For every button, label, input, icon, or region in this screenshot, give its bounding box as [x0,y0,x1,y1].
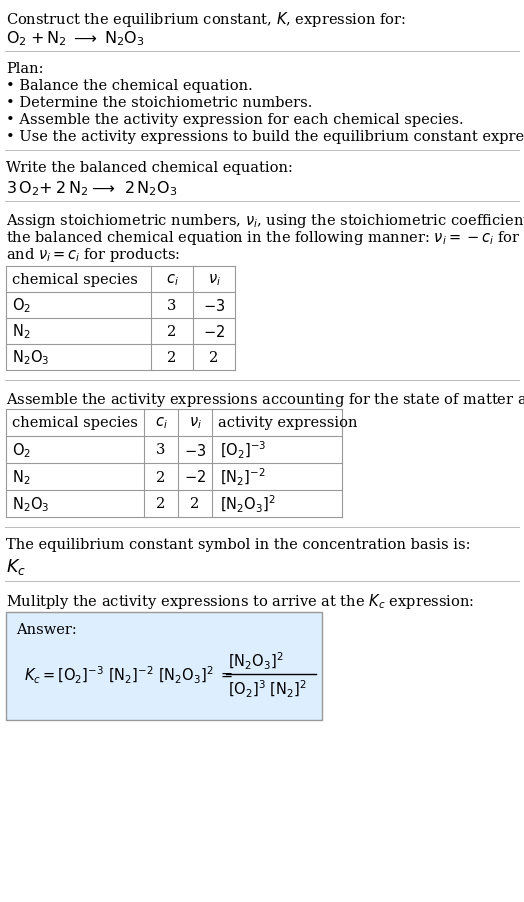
Text: • Determine the stoichiometric numbers.: • Determine the stoichiometric numbers. [6,96,312,110]
Text: $[\mathrm{N_2}]^{-2}$: $[\mathrm{N_2}]^{-2}$ [220,466,266,487]
Text: $[\mathrm{O_2}]^{-3}$: $[\mathrm{O_2}]^{-3}$ [220,439,266,461]
Text: $-2$: $-2$ [203,324,225,340]
Text: $[\mathrm{O_2}]^3\ [\mathrm{N_2}]^2$: $[\mathrm{O_2}]^3\ [\mathrm{N_2}]^2$ [228,677,307,699]
Text: $K_c$: $K_c$ [6,557,26,576]
Text: $\mathrm{O_2}$: $\mathrm{O_2}$ [6,29,27,48]
Text: Answer:: Answer: [16,622,77,636]
Text: • Balance the chemical equation.: • Balance the chemical equation. [6,78,253,93]
Text: $c_i$: $c_i$ [155,415,168,431]
Text: 2: 2 [210,351,219,364]
Text: • Use the activity expressions to build the equilibrium constant expression.: • Use the activity expressions to build … [6,130,524,143]
Text: the balanced chemical equation in the following manner: $\nu_i = -c_i$ for react: the balanced chemical equation in the fo… [6,229,524,247]
Text: $\longrightarrow$: $\longrightarrow$ [88,179,115,196]
Text: $c_i$: $c_i$ [166,272,178,288]
Text: $\mathrm{N_2}$: $\mathrm{N_2}$ [12,467,30,486]
Text: $\longrightarrow$: $\longrightarrow$ [70,29,97,46]
Text: Plan:: Plan: [6,62,43,76]
Text: chemical species: chemical species [12,416,138,430]
Text: $\mathrm{N_2O_3}$: $\mathrm{N_2O_3}$ [104,29,145,48]
Text: $\mathrm{N_2O_3}$: $\mathrm{N_2O_3}$ [12,348,49,367]
Text: activity expression: activity expression [218,416,357,430]
Text: Write the balanced chemical equation:: Write the balanced chemical equation: [6,161,293,175]
FancyBboxPatch shape [6,612,322,720]
Text: $[\mathrm{N_2O_3}]^2$: $[\mathrm{N_2O_3}]^2$ [220,493,276,514]
Text: $3\,\mathrm{O_2}$: $3\,\mathrm{O_2}$ [6,179,39,198]
Text: $-3$: $-3$ [184,442,206,458]
Text: $\mathrm{O_2}$: $\mathrm{O_2}$ [12,441,31,459]
Text: $\mathrm{O_2}$: $\mathrm{O_2}$ [12,297,31,315]
Text: 2: 2 [167,351,177,364]
Text: $\mathrm{N_2}$: $\mathrm{N_2}$ [12,322,30,341]
Text: $2\,\mathrm{N_2O_3}$: $2\,\mathrm{N_2O_3}$ [124,179,177,198]
Text: 2: 2 [167,325,177,338]
Text: chemical species: chemical species [12,272,138,287]
Text: The equilibrium constant symbol in the concentration basis is:: The equilibrium constant symbol in the c… [6,538,471,551]
Text: and $\nu_i = c_i$ for products:: and $\nu_i = c_i$ for products: [6,245,180,263]
Text: $+\;2\,\mathrm{N_2}$: $+\;2\,\mathrm{N_2}$ [38,179,89,198]
Text: $-3$: $-3$ [203,298,225,314]
Text: $[\mathrm{N_2O_3}]^2$: $[\mathrm{N_2O_3}]^2$ [228,649,283,671]
Text: $K_c = [\mathrm{O_2}]^{-3}\ [\mathrm{N_2}]^{-2}\ [\mathrm{N_2O_3}]^2\ =$: $K_c = [\mathrm{O_2}]^{-3}\ [\mathrm{N_2… [24,664,234,685]
Text: $+\,\mathrm{N_2}$: $+\,\mathrm{N_2}$ [30,29,66,48]
Text: $\nu_i$: $\nu_i$ [208,272,221,288]
Text: $-2$: $-2$ [184,469,206,485]
Text: 3: 3 [167,299,177,313]
Text: Construct the equilibrium constant, $K$, expression for:: Construct the equilibrium constant, $K$,… [6,10,406,29]
Text: 2: 2 [190,497,200,511]
Text: 3: 3 [156,443,166,457]
Text: $\mathrm{N_2O_3}$: $\mathrm{N_2O_3}$ [12,494,49,513]
Text: Assign stoichiometric numbers, $\nu_i$, using the stoichiometric coefficients, $: Assign stoichiometric numbers, $\nu_i$, … [6,212,524,230]
Text: $\nu_i$: $\nu_i$ [189,415,202,431]
Text: • Assemble the activity expression for each chemical species.: • Assemble the activity expression for e… [6,113,464,127]
Text: Mulitply the activity expressions to arrive at the $K_c$ expression:: Mulitply the activity expressions to arr… [6,592,474,611]
Text: 2: 2 [156,497,166,511]
Text: Assemble the activity expressions accounting for the state of matter and $\nu_i$: Assemble the activity expressions accoun… [6,391,524,409]
Text: 2: 2 [156,470,166,484]
